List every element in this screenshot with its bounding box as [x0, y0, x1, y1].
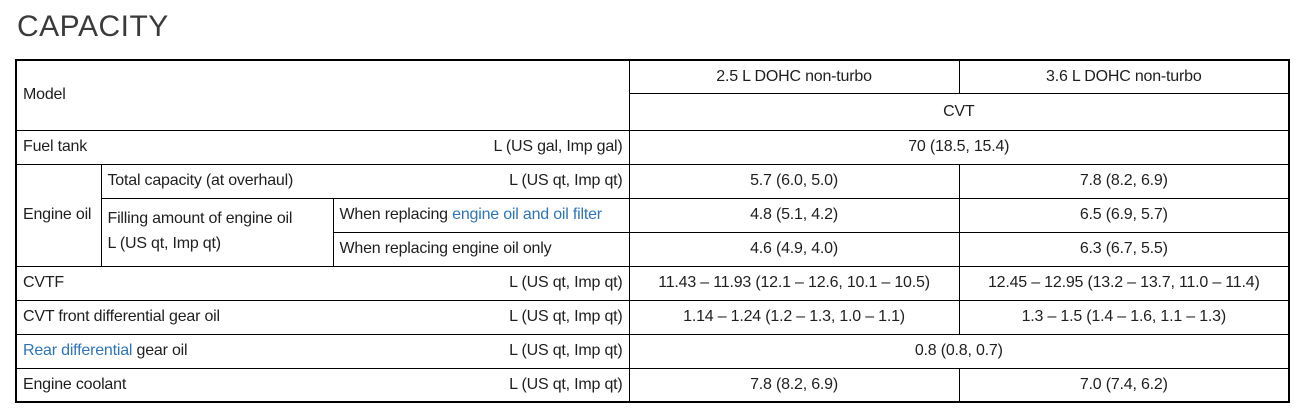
table-row-engine-oil-only: When replacing engine oil only 4.6 (4.9,…	[16, 231, 1290, 267]
transmission-header-cell: CVT	[628, 92, 1290, 131]
total-capacity-value-25: 5.7 (6.0, 5.0)	[628, 163, 960, 199]
table-row-cvtf: CVTF L (US qt, Imp qt) 11.43 – 11.93 (12…	[15, 265, 1290, 301]
filling-amount-label-line1: Filling amount of engine oil	[107, 210, 293, 228]
table-row-engine-oil-filter: Filling amount of engine oil L (US qt, I…	[16, 197, 1290, 267]
table-row-rear-diff: Rear differential gear oil L (US qt, Imp…	[15, 333, 1290, 369]
rear-diff-label-cell: Rear differential gear oil L (US qt, Imp…	[15, 333, 630, 369]
engine-coolant-unit: L (US qt, Imp qt)	[509, 375, 623, 393]
fuel-tank-label: Fuel tank	[23, 138, 88, 155]
total-capacity-unit: L (US qt, Imp qt)	[509, 172, 623, 189]
total-capacity-label-cell: Total capacity (at overhaul) L (US qt, I…	[100, 163, 630, 199]
table-row-cvt-front-diff: CVT front differential gear oil L (US qt…	[15, 299, 1290, 335]
page-title: CAPACITY	[17, 10, 169, 43]
engine-oil-group-label: Engine oil	[15, 163, 102, 267]
filling-amount-label-cell: Filling amount of engine oil L (US qt, I…	[100, 197, 334, 267]
replace-oil-only-value-36: 6.3 (6.7, 5.5)	[958, 231, 1290, 267]
replace-oil-filter-prefix: When replacing	[339, 206, 453, 223]
header-row-engines: Model 2.5 L DOHC non-turbo 3.6 L DOHC no…	[15, 59, 1290, 131]
cvtf-unit: L (US qt, Imp qt)	[509, 274, 623, 291]
replace-oil-filter-value-36: 6.5 (6.9, 5.7)	[958, 197, 1290, 233]
fuel-tank-label-cell: Fuel tank L (US gal, Imp gal)	[15, 129, 630, 165]
rear-diff-unit: L (US qt, Imp qt)	[509, 342, 623, 359]
total-capacity-label: Total capacity (at overhaul)	[107, 172, 294, 189]
fuel-tank-value: 70 (18.5, 15.4)	[628, 129, 1290, 165]
replace-oil-only-value-25: 4.6 (4.9, 4.0)	[628, 231, 960, 267]
total-capacity-value-36: 7.8 (8.2, 6.9)	[958, 163, 1290, 199]
capacity-table: Model 2.5 L DOHC non-turbo 3.6 L DOHC no…	[15, 59, 1291, 403]
engine-coolant-value-36: 7.0 (7.4, 6.2)	[958, 367, 1290, 403]
engine-25-header-cell: 2.5 L DOHC non-turbo	[628, 59, 960, 94]
replace-oil-filter-value-25: 4.8 (5.1, 4.2)	[628, 197, 960, 233]
engine-oil-and-filter-link[interactable]: engine oil and oil filter	[452, 206, 602, 223]
cvt-front-diff-value-25: 1.14 – 1.24 (1.2 – 1.3, 1.0 – 1.1)	[628, 299, 960, 335]
cvtf-value-36: 12.45 – 12.95 (13.2 – 13.7, 11.0 – 11.4)	[958, 265, 1290, 301]
model-header-cell: Model	[15, 59, 630, 131]
filling-amount-label-line2: L (US qt, Imp qt)	[107, 235, 222, 252]
rear-diff-value: 0.8 (0.8, 0.7)	[628, 333, 1290, 369]
rear-differential-link[interactable]: Rear differential	[23, 342, 133, 359]
engine-coolant-value-25: 7.8 (8.2, 6.9)	[628, 367, 960, 403]
engine-coolant-label-cell: Engine coolant L (US qt, Imp qt)	[15, 367, 630, 403]
replace-oil-filter-label-cell: When replacing engine oil and oil filter	[332, 197, 630, 233]
table-row-engine-oil-total: Engine oil Total capacity (at overhaul) …	[15, 163, 1290, 267]
cvtf-label: CVTF	[23, 274, 64, 291]
table-row-fuel-tank: Fuel tank L (US gal, Imp gal) 70 (18.5, …	[15, 129, 1290, 165]
fuel-tank-unit: L (US gal, Imp gal)	[493, 138, 623, 155]
cvt-front-diff-label: CVT front differential gear oil	[23, 308, 220, 325]
engine-36-header-cell: 3.6 L DOHC non-turbo	[958, 59, 1290, 94]
table-row-engine-coolant: Engine coolant L (US qt, Imp qt) 7.8 (8.…	[15, 367, 1290, 403]
cvtf-label-cell: CVTF L (US qt, Imp qt)	[15, 265, 630, 301]
replace-oil-only-label: When replacing engine oil only	[332, 231, 630, 267]
cvt-front-diff-label-cell: CVT front differential gear oil L (US qt…	[15, 299, 630, 335]
cvt-front-diff-unit: L (US qt, Imp qt)	[509, 308, 623, 325]
cvt-front-diff-value-36: 1.3 – 1.5 (1.4 – 1.6, 1.1 – 1.3)	[958, 299, 1290, 335]
rear-diff-label: Rear differential gear oil	[23, 342, 188, 360]
rear-diff-label-rest: gear oil	[132, 342, 188, 359]
cvtf-value-25: 11.43 – 11.93 (12.1 – 12.6, 10.1 – 10.5)	[628, 265, 960, 301]
engine-coolant-label: Engine coolant	[23, 375, 127, 393]
